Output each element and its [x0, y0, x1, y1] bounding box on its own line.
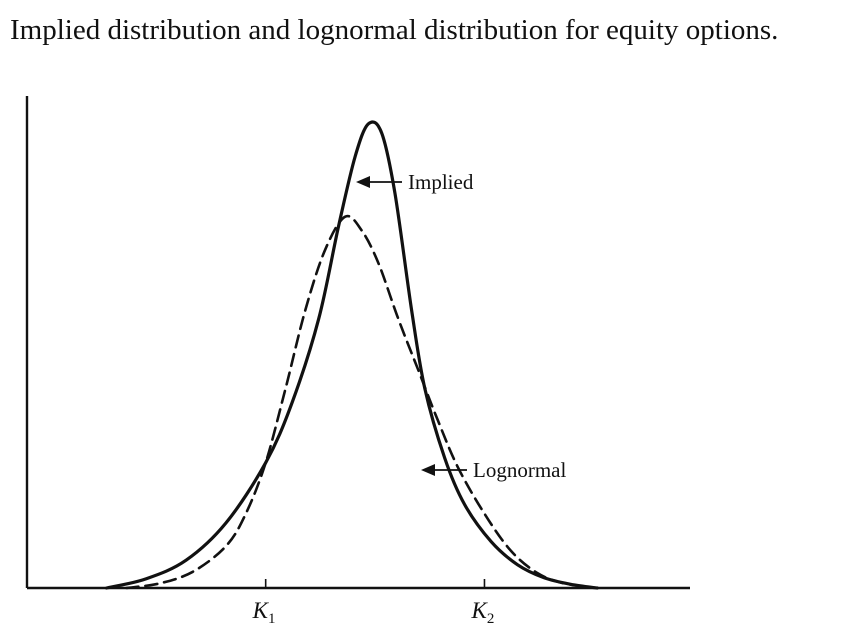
x-tick-label-subscript: 1	[268, 611, 276, 627]
x-ticks: K1 K2	[252, 579, 494, 627]
annotation-lognormal: Lognormal	[421, 458, 566, 482]
arrow-left-icon	[356, 176, 370, 188]
series-line-implied	[105, 120, 599, 590]
x-tick-label: K1	[252, 598, 276, 627]
series-line-lognormal	[125, 214, 599, 590]
chart-title: Implied distribution and lognormal distr…	[10, 14, 779, 46]
series-layer	[105, 120, 599, 590]
arrow-left-icon	[421, 464, 435, 476]
x-tick-label-subscript: 2	[487, 611, 495, 627]
annotation-lognormal-label: Lognormal	[473, 458, 566, 482]
axes	[25, 96, 690, 590]
annotation-implied-label: Implied	[408, 170, 474, 194]
annotation-implied: Implied	[356, 170, 474, 194]
x-tick-label: K2	[470, 598, 494, 627]
